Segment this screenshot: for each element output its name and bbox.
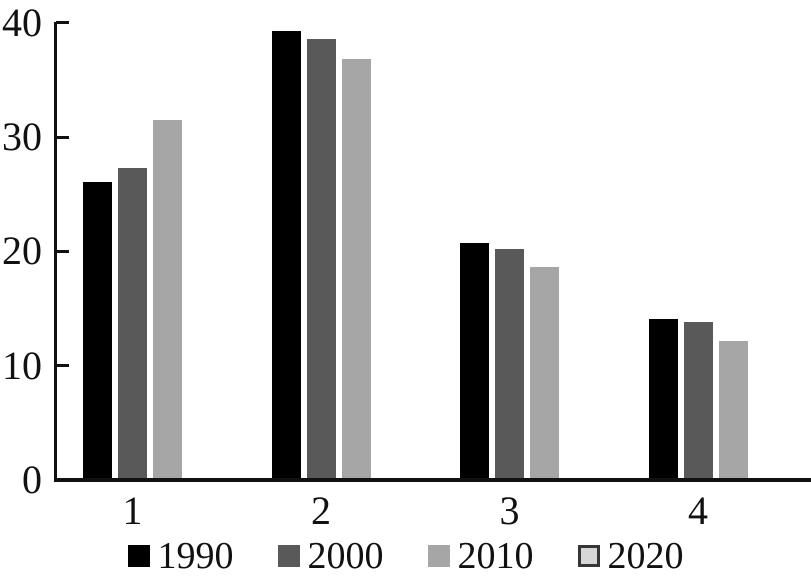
legend-label: 2000 <box>307 535 384 577</box>
bar-2010-category-4 <box>718 340 748 478</box>
legend-swatch-2010 <box>427 545 450 567</box>
x-axis-category-label: 2 <box>311 488 331 533</box>
legend-swatch-1990 <box>127 545 150 567</box>
bar-2000-category-4 <box>683 322 713 478</box>
x-axis <box>54 478 811 482</box>
y-axis <box>54 22 57 482</box>
y-axis-tick-label: 20 <box>2 228 42 273</box>
y-axis-tick-label: 0 <box>22 457 42 502</box>
legend: 1990 2000 2010 2020 <box>0 536 811 576</box>
bar-1990-category-4 <box>648 318 678 478</box>
bar-1990-category-1 <box>83 181 112 478</box>
y-axis-tick <box>56 21 69 24</box>
bar-1990-category-3 <box>460 243 489 478</box>
y-axis-tick <box>56 364 69 367</box>
legend-label: 2020 <box>607 535 684 577</box>
x-axis-category-label: 3 <box>499 488 520 533</box>
bar-2000-category-1 <box>118 167 147 478</box>
y-axis-tick-label: 40 <box>2 0 42 45</box>
legend-item-2000: 2000 <box>277 535 384 577</box>
bar-2010-category-1 <box>153 119 182 478</box>
y-axis-tick <box>56 250 69 253</box>
legend-swatch-2000 <box>277 545 300 567</box>
legend-item-1990: 1990 <box>127 535 234 577</box>
legend-item-2010: 2010 <box>427 535 534 577</box>
bar-2010-category-2 <box>341 59 371 478</box>
legend-label: 1990 <box>157 535 234 577</box>
x-axis-category-label: 1 <box>122 488 143 533</box>
bar-2000-category-2 <box>306 38 336 478</box>
y-axis-tick-label: 10 <box>2 343 42 388</box>
legend-swatch-2020 <box>577 545 600 567</box>
y-axis-tick-label: 30 <box>2 114 42 159</box>
bar-1990-category-2 <box>271 30 301 478</box>
legend-label: 2010 <box>457 535 534 577</box>
legend-item-2020: 2020 <box>577 535 684 577</box>
bar-2010-category-3 <box>530 267 559 478</box>
y-axis-tick <box>56 136 69 139</box>
bar-2000-category-3 <box>495 249 524 478</box>
x-axis-category-label: 4 <box>688 488 708 533</box>
